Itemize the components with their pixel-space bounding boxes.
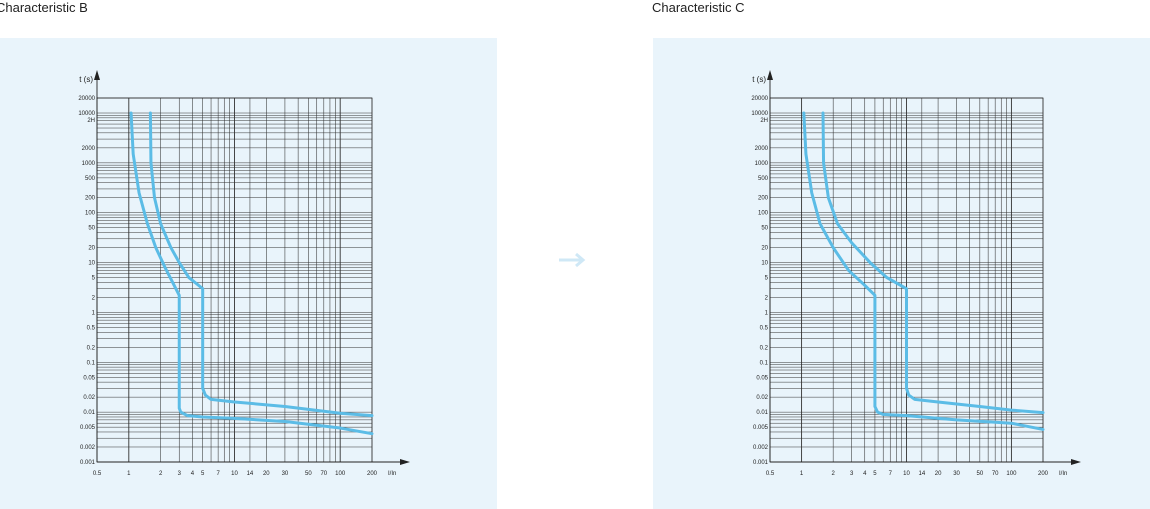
y-tick-label: 10000 — [78, 111, 95, 117]
y-tick-label: 10 — [88, 261, 95, 267]
y-tick-label: 0.05 — [756, 375, 768, 381]
y-tick-label: 0.005 — [80, 425, 96, 431]
x-tick-label: 5 — [201, 471, 205, 477]
x-tick-label: 2 — [159, 471, 163, 477]
y-tick-label: 0.002 — [753, 445, 769, 451]
y-tick-label: 0.1 — [87, 360, 96, 366]
x-tick-label: 3 — [178, 471, 182, 477]
x-tick-label: 14 — [247, 471, 254, 477]
y-tick-label: 0.5 — [87, 325, 96, 331]
y-axis-arrow-icon — [94, 70, 100, 80]
x-tick-label: 30 — [953, 471, 960, 477]
x-tick-label: 1 — [800, 471, 804, 477]
y-tick-label: 1 — [765, 310, 769, 316]
y-tick-label: 1000 — [82, 161, 96, 167]
curve-upper-limit — [821, 111, 1045, 415]
x-axis-arrow-icon — [400, 459, 410, 465]
y-tick-label: 10 — [761, 261, 768, 267]
y-tick-label: 0.001 — [80, 460, 96, 466]
x-tick-label: 7 — [216, 471, 220, 477]
x-tick-label: 5 — [873, 471, 877, 477]
y-tick-label: 20 — [88, 246, 95, 252]
y-axis-label: t (s) — [79, 75, 93, 84]
x-tick-label: 20 — [935, 471, 942, 477]
curve-upper-limit — [148, 111, 374, 418]
x-tick-label: 20 — [263, 471, 270, 477]
y-tick-label: 0.2 — [87, 345, 96, 351]
y-tick-label: 200 — [758, 196, 769, 202]
y-tick-label: 0.01 — [83, 410, 95, 416]
chart-title-c: Characteristic C — [652, 0, 745, 15]
y-tick-label: 0.02 — [83, 395, 95, 401]
x-tick-label: 50 — [305, 471, 312, 477]
y-tick-label: 20 — [761, 246, 768, 252]
y-tick-label: 0.02 — [756, 395, 768, 401]
x-tick-label: 200 — [1038, 471, 1049, 477]
x-tick-label: 0.5 — [93, 471, 102, 477]
y-tick-label: 10000 — [751, 111, 768, 117]
y-tick-label: 1000 — [755, 161, 769, 167]
curve-lower-limit — [129, 111, 374, 436]
y-tick-label: 2H — [760, 118, 768, 124]
y-tick-label: 20000 — [78, 96, 95, 102]
y-tick-label: 2000 — [755, 146, 769, 152]
y-axis-arrow-icon — [767, 70, 773, 80]
y-tick-label: 2000 — [82, 146, 96, 152]
x-tick-label: 100 — [335, 471, 346, 477]
y-tick-label: 0.001 — [753, 460, 769, 466]
x-tick-label: 70 — [992, 471, 999, 477]
y-tick-label: 2 — [765, 295, 769, 301]
x-tick-label: 4 — [863, 471, 867, 477]
y-tick-label: 5 — [92, 276, 96, 282]
y-tick-label: 2H — [87, 118, 95, 124]
x-tick-label: 14 — [918, 471, 925, 477]
y-tick-label: 100 — [85, 211, 96, 217]
x-axis-label: I/In — [388, 471, 396, 477]
y-tick-label: 0.002 — [80, 445, 96, 451]
y-tick-label: 0.1 — [760, 360, 769, 366]
y-tick-label: 100 — [758, 211, 769, 217]
right-arrow-icon — [559, 252, 586, 268]
y-tick-label: 0.05 — [83, 375, 95, 381]
x-tick-label: 10 — [903, 471, 910, 477]
y-tick-label: 0.2 — [760, 345, 769, 351]
x-tick-label: 10 — [231, 471, 238, 477]
y-tick-label: 500 — [85, 176, 96, 182]
x-tick-label: 0.5 — [766, 471, 775, 477]
x-tick-label: 3 — [850, 471, 854, 477]
y-tick-label: 50 — [761, 226, 768, 232]
y-tick-label: 500 — [758, 176, 769, 182]
x-tick-label: 7 — [889, 471, 893, 477]
x-tick-label: 1 — [127, 471, 131, 477]
y-tick-label: 50 — [88, 226, 95, 232]
x-tick-label: 50 — [976, 471, 983, 477]
y-tick-label: 200 — [85, 196, 96, 202]
x-axis-arrow-icon — [1071, 459, 1081, 465]
y-tick-label: 5 — [765, 276, 769, 282]
x-tick-label: 4 — [191, 471, 195, 477]
y-tick-label: 1 — [92, 310, 96, 316]
x-axis-label: I/In — [1059, 471, 1067, 477]
y-tick-label: 0.005 — [753, 425, 769, 431]
y-tick-label: 20000 — [751, 96, 768, 102]
y-tick-label: 2 — [92, 295, 96, 301]
x-tick-label: 2 — [831, 471, 835, 477]
curve-lower-limit — [802, 111, 1045, 431]
y-tick-label: 0.01 — [756, 410, 768, 416]
chart-title-b: Characteristic B — [0, 0, 88, 15]
y-tick-label: 0.5 — [760, 325, 769, 331]
x-tick-label: 200 — [367, 471, 378, 477]
chart-b: t (s)I/In20000100002H2000100050020010050… — [78, 70, 410, 477]
x-tick-label: 100 — [1006, 471, 1017, 477]
x-tick-label: 30 — [282, 471, 289, 477]
y-axis-label: t (s) — [752, 75, 766, 84]
x-tick-label: 70 — [320, 471, 327, 477]
